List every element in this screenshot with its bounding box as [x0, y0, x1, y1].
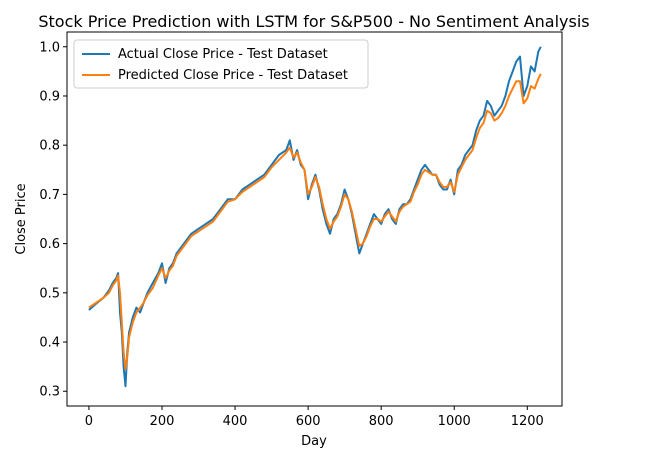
- x-tick-label: 1200: [511, 414, 544, 429]
- y-tick-label: 0.8: [39, 139, 60, 154]
- x-tick-label: 0: [85, 414, 93, 429]
- y-tick-label: 0.3: [39, 385, 60, 400]
- legend-label-predicted: Predicted Close Price - Test Dataset: [118, 68, 348, 83]
- x-tick-label: 200: [150, 414, 175, 429]
- legend-label-actual: Actual Close Price - Test Dataset: [118, 47, 328, 62]
- y-tick-label: 0.4: [39, 336, 60, 351]
- x-tick-label: 800: [369, 414, 394, 429]
- series-layer: [88, 46, 542, 388]
- x-tick-label: 600: [296, 414, 321, 429]
- y-tick-label: 0.6: [39, 237, 60, 252]
- y-tick-label: 0.9: [39, 89, 60, 104]
- y-tick-label: 1.0: [39, 40, 60, 55]
- x-tick-label: 400: [223, 414, 248, 429]
- legend-box: [73, 39, 369, 89]
- x-axis-label: Day: [301, 434, 327, 449]
- plot-area: 0 200 400 600 800 1000 1200 0.3 0.4 0.5 0.6 0.7 0.8…: [39, 31, 563, 429]
- legend: Actual Close Price - Test Dataset Predic…: [73, 39, 369, 89]
- y-axis-label: Close Price: [14, 183, 29, 254]
- x-axis-ticks: 0 200 400 600 800 1000 1200: [85, 406, 544, 429]
- series-line-predicted: [88, 73, 542, 371]
- series-line-actual: [88, 46, 542, 388]
- plot-frame: [66, 31, 563, 407]
- y-tick-label: 0.7: [39, 188, 60, 203]
- x-tick-label: 1000: [438, 414, 471, 429]
- y-axis-ticks: 0.3 0.4 0.5 0.6 0.7 0.8 0.9 1.0: [39, 40, 67, 400]
- chart-title: Stock Price Prediction with LSTM for S&P…: [38, 12, 589, 31]
- y-tick-label: 0.5: [39, 286, 60, 301]
